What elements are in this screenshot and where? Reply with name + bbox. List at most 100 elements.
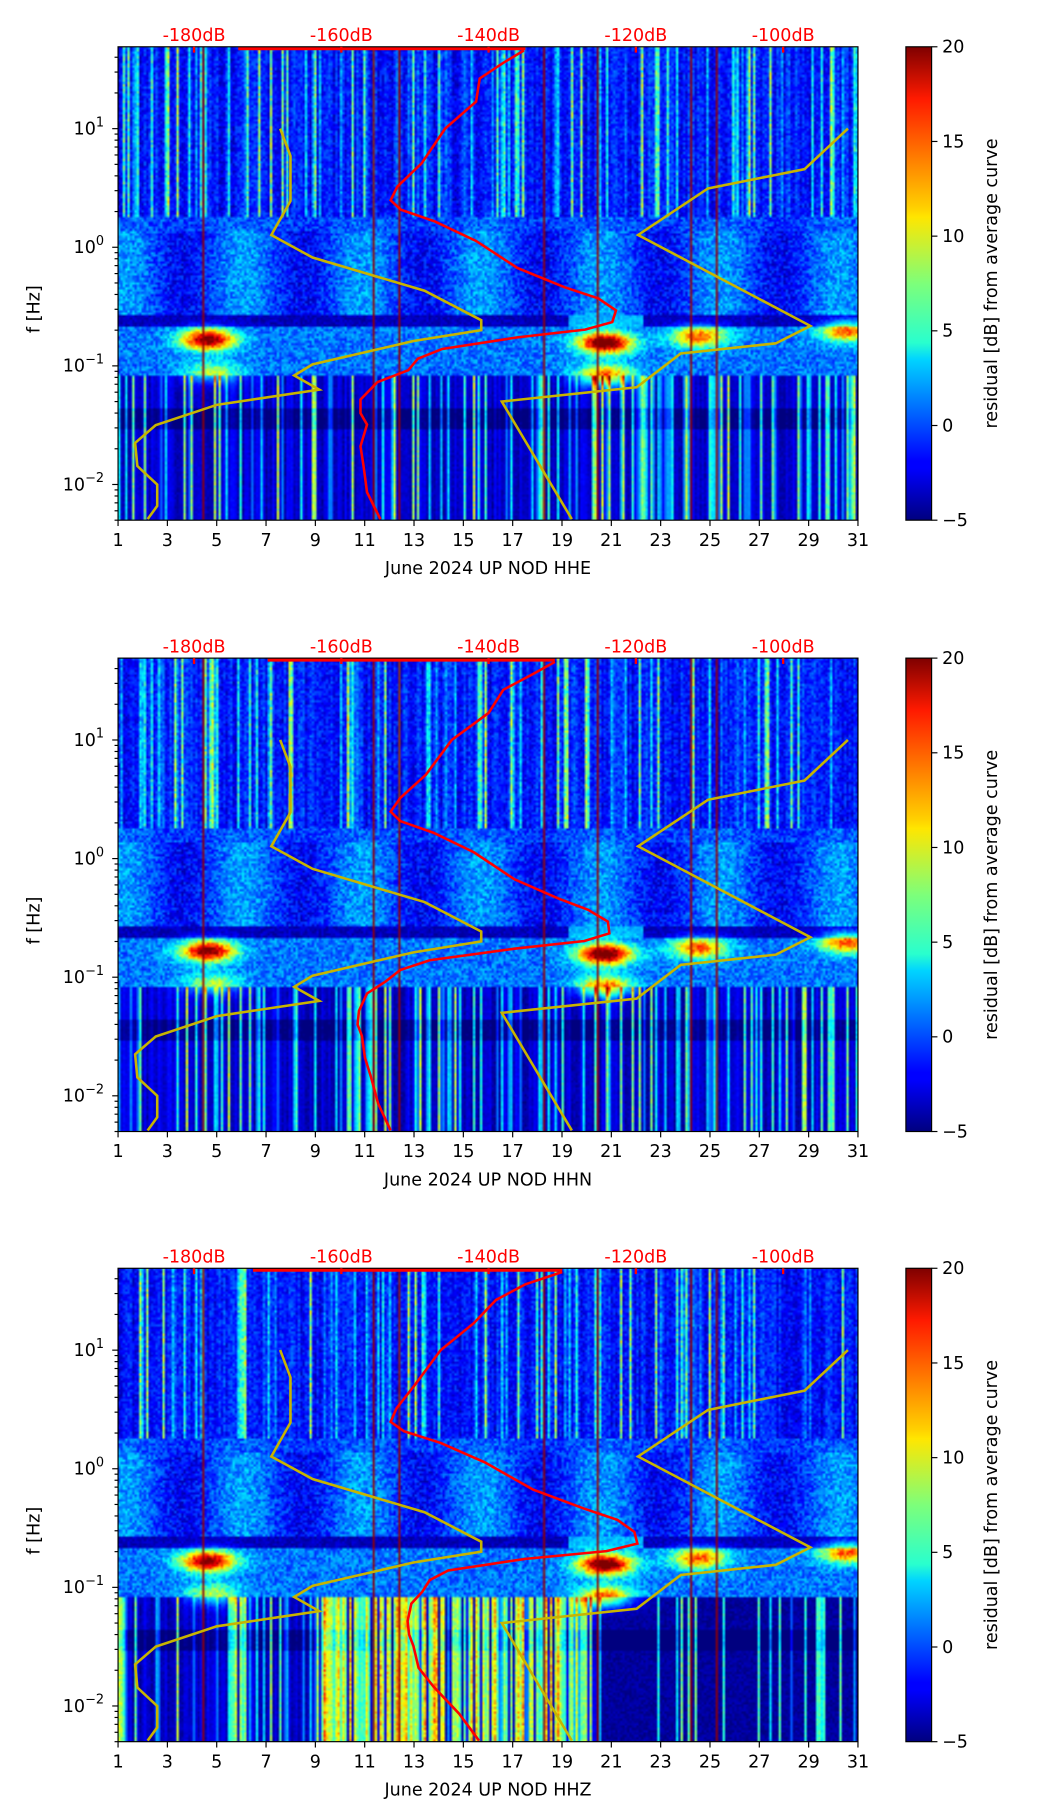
- x-tick-label: 29: [797, 531, 819, 551]
- y-tick-exponent: −1: [85, 964, 104, 979]
- x-tick-label: 25: [699, 531, 721, 551]
- top-db-label: -180dB: [163, 1247, 226, 1267]
- high-noise-model-line: [499, 127, 849, 520]
- y-tick-label: 101: [74, 115, 104, 139]
- top-db-label: -140dB: [457, 26, 520, 46]
- y-tick-base: 10: [74, 731, 96, 751]
- x-tick-label: 23: [650, 531, 672, 551]
- colorbar-tick-label: −5: [942, 1122, 968, 1142]
- x-tick-label: 15: [452, 1142, 474, 1162]
- colorbar-tick-label: 20: [942, 38, 964, 58]
- x-tick-label: 17: [502, 1752, 524, 1772]
- y-tick-label: 10−2: [63, 471, 104, 495]
- y-tick-exponent: 0: [96, 234, 104, 249]
- y-tick-label: 100: [74, 234, 104, 258]
- spectrogram-image: [118, 46, 858, 521]
- x-tick-label: 11: [354, 531, 376, 551]
- average-curve-line: [389, 1270, 639, 1742]
- low-noise-model-line: [133, 128, 483, 520]
- x-tick-label: 9: [310, 1142, 321, 1162]
- x-tick-label: 9: [310, 531, 321, 551]
- y-tick-exponent: −2: [85, 471, 104, 486]
- x-axis-label: June 2024 UP NOD HHZ: [383, 1780, 591, 1800]
- x-tick-label: 3: [162, 1142, 173, 1162]
- y-tick-label: 10−1: [63, 353, 104, 377]
- x-tick-label: 23: [650, 1752, 672, 1772]
- x-axis-label: June 2024 UP NOD HHN: [383, 1170, 592, 1190]
- y-tick-base: 10: [63, 1087, 85, 1107]
- x-tick-label: 1: [112, 1752, 123, 1772]
- colorbar: [905, 657, 933, 1133]
- y-tick-label: 10−1: [63, 964, 104, 988]
- y-tick-base: 10: [74, 1341, 96, 1361]
- y-tick-exponent: 1: [96, 727, 104, 742]
- y-tick-exponent: −2: [85, 1693, 104, 1708]
- x-tick-label: 27: [748, 1142, 770, 1162]
- colorbar-tick-label: 20: [942, 649, 964, 669]
- top-db-label: -120dB: [604, 637, 667, 657]
- x-tick-label: 11: [354, 1142, 376, 1162]
- high-noise-model-line: [499, 739, 849, 1132]
- y-axis-label: f [Hz]: [25, 897, 45, 945]
- y-tick-label: 101: [74, 727, 104, 751]
- spectrogram-image: [118, 1268, 858, 1742]
- colorbar-tick-label: 20: [942, 1259, 964, 1279]
- y-tick-base: 10: [63, 1578, 85, 1598]
- colorbar-tick-label: 15: [942, 744, 964, 764]
- x-tick-label: 25: [699, 1752, 721, 1772]
- y-tick-exponent: 1: [96, 115, 104, 130]
- x-tick-label: 1: [112, 1142, 123, 1162]
- x-tick-label: 7: [260, 1142, 271, 1162]
- y-tick-base: 10: [63, 357, 85, 377]
- y-tick-base: 10: [63, 1697, 85, 1717]
- x-tick-label: 15: [452, 531, 474, 551]
- colorbar: [905, 46, 933, 521]
- x-tick-label: 31: [847, 531, 869, 551]
- x-axis-label: June 2024 UP NOD HHE: [384, 559, 591, 579]
- y-tick-exponent: −1: [85, 1574, 104, 1589]
- top-db-label: -140dB: [457, 1247, 520, 1267]
- colorbar-tick-label: 0: [942, 1638, 953, 1658]
- x-tick-label: 3: [162, 1752, 173, 1772]
- low-noise-model-line: [133, 739, 483, 1132]
- x-tick-label: 9: [310, 1752, 321, 1772]
- colorbar-tick-label: 0: [942, 1028, 953, 1048]
- colorbar-tick-label: 5: [942, 1543, 953, 1563]
- y-tick-label: 101: [74, 1337, 104, 1361]
- y-tick-exponent: 0: [96, 1455, 104, 1470]
- y-tick-label: 10−2: [63, 1693, 104, 1717]
- top-db-label: -100dB: [752, 26, 815, 46]
- y-tick-exponent: −2: [85, 1082, 104, 1097]
- x-tick-label: 21: [600, 531, 622, 551]
- x-tick-label: 29: [797, 1142, 819, 1162]
- x-tick-label: 13: [403, 531, 425, 551]
- y-tick-exponent: 0: [96, 845, 104, 860]
- top-db-label: -180dB: [163, 26, 226, 46]
- top-db-label: -100dB: [752, 637, 815, 657]
- top-db-label: -140dB: [457, 637, 520, 657]
- y-tick-label: 100: [74, 845, 104, 869]
- x-tick-label: 5: [211, 531, 222, 551]
- colorbar-tick-label: −5: [942, 1733, 968, 1753]
- top-db-label: -100dB: [752, 1247, 815, 1267]
- x-tick-label: 11: [354, 1752, 376, 1772]
- colorbar-tick-label: 10: [942, 227, 964, 247]
- x-tick-label: 31: [847, 1142, 869, 1162]
- x-tick-label: 5: [211, 1142, 222, 1162]
- top-db-label: -160dB: [310, 637, 373, 657]
- colorbar-tick-label: 15: [942, 1354, 964, 1374]
- x-tick-label: 3: [162, 531, 173, 551]
- colorbar-tick-label: 0: [942, 416, 953, 436]
- x-tick-label: 27: [748, 531, 770, 551]
- high-noise-model-line: [499, 1349, 849, 1742]
- x-tick-label: 23: [650, 1142, 672, 1162]
- y-tick-base: 10: [63, 968, 85, 988]
- low-noise-model-line: [133, 1349, 483, 1742]
- y-axis-label: f [Hz]: [25, 285, 45, 333]
- y-tick-base: 10: [74, 238, 96, 258]
- average-curve-line: [359, 49, 618, 520]
- x-tick-label: 19: [551, 1142, 573, 1162]
